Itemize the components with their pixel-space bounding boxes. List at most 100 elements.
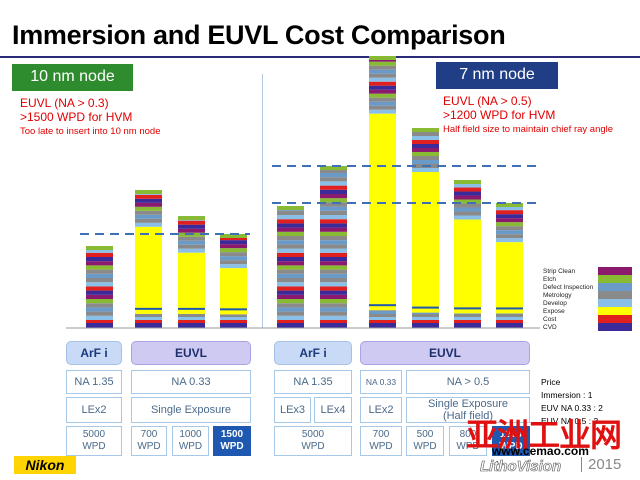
bar-segment-cost (178, 320, 205, 323)
bar-segment-process (454, 313, 481, 314)
bar-segment-process (277, 265, 304, 270)
bar-segment-process (320, 282, 347, 287)
bar-segment-process (277, 227, 304, 232)
bar-segment-process (454, 187, 481, 192)
bar-segment-process (86, 269, 113, 274)
bar-segment-expose (369, 113, 396, 311)
bar-segment-process (320, 219, 347, 224)
bar-segment-process (496, 230, 523, 235)
bar-segment-cvd (135, 323, 162, 328)
bar-segment-process (277, 252, 304, 257)
bar-segment-process (412, 151, 439, 156)
legend-swatch (598, 299, 632, 307)
bar-segment-process (454, 195, 481, 200)
price-euv-05: EUV NA 0.5 : 3 (541, 416, 599, 426)
bar-segment-process (454, 207, 481, 212)
legend-swatch (598, 291, 632, 299)
exp-lex3-7: LEx3 (274, 397, 311, 423)
bar-segment-process (454, 199, 481, 204)
bar-segment-process (135, 198, 162, 203)
node7-note: Half field size to maintain chief ray an… (443, 124, 614, 135)
price-title: Price (541, 377, 561, 387)
hdr-euvl-7: EUVL (360, 341, 530, 365)
bar-segment-process (369, 65, 396, 70)
bar-segment-process (412, 159, 439, 164)
bar-segment-process (496, 222, 523, 227)
bar-segment-process (369, 310, 396, 311)
bar-segment-process (369, 61, 396, 66)
na-135-10: NA 1.35 (66, 370, 122, 394)
bar-segment-top-etch (86, 246, 113, 250)
bar-segment-process (320, 311, 347, 316)
bar-segment-process (277, 223, 304, 228)
bar-segment-cvd (277, 323, 304, 328)
bar-segment-cost (496, 320, 523, 323)
lithovision-logo: LithoVision (480, 458, 562, 476)
na-033-10: NA 0.33 (131, 370, 251, 394)
bar-segment-process (86, 307, 113, 312)
bar-segment-expose (178, 252, 205, 314)
na-135-7: NA 1.35 (274, 370, 352, 394)
legend-cost: Cost (543, 316, 557, 323)
legend-develop: Develop (543, 300, 567, 307)
bar-segment-process (320, 294, 347, 299)
bar-segment-process (412, 147, 439, 152)
wpd-unit: WPD (456, 441, 480, 452)
bar-segment-process (496, 314, 523, 317)
bar-segment-process (220, 240, 247, 245)
bar-segment-process (320, 257, 347, 262)
bar-segment-process (135, 218, 162, 223)
bar-segment-top-etch (277, 206, 304, 210)
bar-segment-process (320, 194, 347, 199)
bar-segment-cost (135, 320, 162, 323)
watermark-url: www.cemao.com (492, 444, 589, 458)
hdr-arfi-10: ArF i (66, 341, 122, 365)
bar-segment-process (320, 290, 347, 295)
bar-segment-process (320, 252, 347, 257)
bar-segment-process (320, 261, 347, 266)
bar-segment-process (320, 215, 347, 220)
bar-segment-process (135, 210, 162, 215)
bar-segment-process (220, 248, 247, 253)
bar-segment-process (369, 77, 396, 82)
bar-segment-process (412, 167, 439, 172)
bar-segment-process (412, 317, 439, 320)
bar-segment-process (86, 278, 113, 283)
bar-segment-cvd (412, 323, 439, 328)
bar-segment-process (86, 303, 113, 308)
exp-lex4-7: LEx4 (314, 397, 352, 423)
bar-segment-process (135, 202, 162, 207)
watermark-cn: 亚洲工业网 (466, 417, 622, 453)
bar-segment-process (220, 317, 247, 320)
bar-segment-process (277, 273, 304, 278)
bar-segment-process (135, 214, 162, 219)
wpd-value: 800 (459, 429, 477, 440)
wpd-unit: WPD (137, 441, 161, 452)
bar-segment-top-etch (496, 203, 523, 207)
bar-segment-process (277, 282, 304, 287)
bar-segment-process (320, 210, 347, 215)
bar-segment-cost (220, 320, 247, 323)
bar-segment-process (277, 240, 304, 245)
bar-segment-process (412, 143, 439, 148)
bar-segment-process (320, 181, 347, 186)
legend-swatch (598, 275, 632, 283)
bar-segment-process (454, 203, 481, 208)
bar-segment-process (320, 198, 347, 203)
bar-segment-process (277, 248, 304, 253)
bar-segment-process (135, 317, 162, 320)
page-title: Immersion and EUVL Cost Comparison (12, 20, 506, 50)
bar-segment-top-etch (135, 190, 162, 194)
bar-segment-expose (220, 268, 247, 315)
wpd-unit: WPD (413, 441, 437, 452)
wpd-1500-10: 1500 WPD (213, 426, 251, 456)
legend-swatch (598, 307, 632, 315)
wpd-1200-7: 1200 WPD (492, 426, 530, 456)
stacked-bar-chart (66, 56, 632, 331)
node10-euvl-na: EUVL (NA > 0.3) (20, 96, 109, 110)
legend-swatch (598, 315, 632, 323)
wpd-value: 5000 (82, 429, 106, 440)
legend-expose: Expose (543, 308, 565, 315)
bar-segment-expose (454, 219, 481, 314)
